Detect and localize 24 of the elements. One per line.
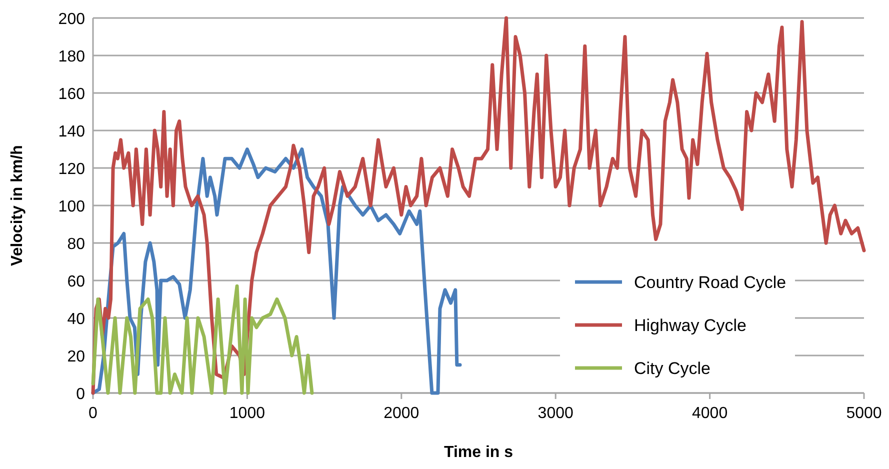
y-tick-label: 40: [67, 311, 86, 328]
legend-label: City Cycle: [634, 359, 711, 378]
y-tick-label: 100: [58, 198, 86, 216]
y-tick-label: 0: [76, 386, 86, 403]
line-series: [91, 16, 866, 395]
y-tick-label: 80: [67, 236, 86, 253]
y-tick-label: 140: [58, 124, 86, 140]
x-tick-label: 2000: [384, 405, 420, 422]
y-tick-label: 160: [58, 86, 86, 103]
y-tick-label: 180: [58, 48, 86, 66]
y-tick-label: 200: [58, 11, 86, 28]
line-series: [91, 284, 314, 395]
x-tick-label: 3000: [538, 405, 574, 422]
x-tick-label: 5000: [846, 405, 882, 422]
y-tick-label: 20: [67, 348, 86, 366]
y-tick-label: 60: [67, 274, 86, 290]
x-tick-label: 0: [88, 405, 98, 422]
legend-label: Country Road Cycle: [634, 273, 786, 292]
x-tick-label: 1000: [229, 405, 266, 422]
legend-label: Highway Cycle: [634, 316, 746, 335]
x-tick-label: 4000: [692, 405, 728, 422]
y-axis-title: Velocity in km/h: [9, 145, 26, 266]
y-tick-label: 120: [58, 161, 86, 178]
x-axis-title: Time in s: [444, 444, 514, 461]
